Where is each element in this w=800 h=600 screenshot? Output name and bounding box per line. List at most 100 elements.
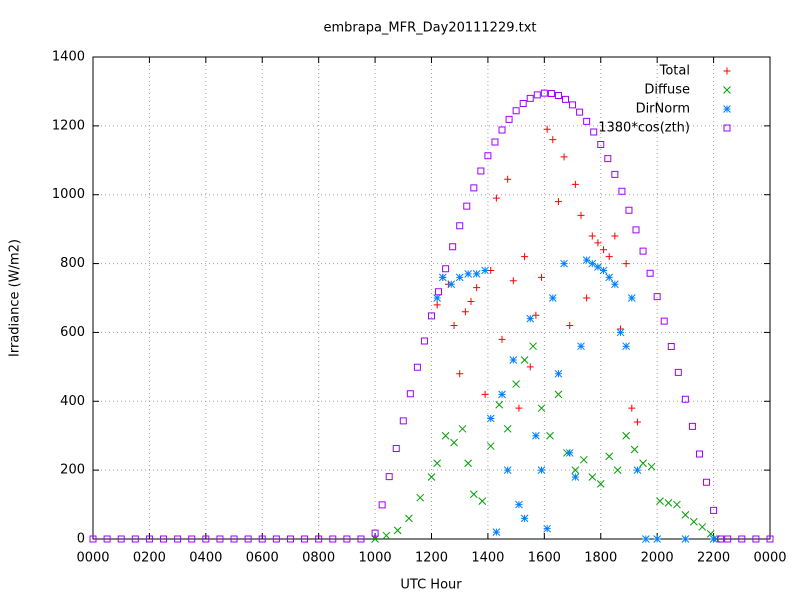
y-tick-label: 1200	[52, 118, 85, 133]
point	[588, 473, 597, 481]
x-tick-label: 2000	[641, 551, 674, 566]
x-axis-label: UTC Hour	[400, 578, 462, 593]
point	[420, 337, 428, 345]
point	[343, 535, 351, 543]
point	[566, 322, 574, 330]
point	[392, 444, 400, 452]
point	[450, 438, 458, 447]
point	[433, 301, 441, 309]
point	[272, 535, 280, 543]
point	[554, 92, 562, 100]
point	[596, 480, 605, 488]
point	[766, 535, 774, 543]
point	[656, 497, 664, 505]
point	[498, 126, 506, 134]
point	[382, 531, 391, 540]
point	[463, 202, 471, 210]
point	[653, 293, 661, 301]
point	[613, 466, 622, 474]
point	[688, 422, 696, 430]
point	[642, 535, 650, 543]
point	[329, 535, 337, 543]
y-axis-label: Irradiance (W/m2)	[8, 239, 23, 357]
point	[547, 89, 555, 97]
point	[554, 369, 563, 378]
legend-marker	[723, 86, 731, 94]
point	[526, 363, 534, 371]
x-tick-label: 1200	[415, 551, 448, 566]
point	[538, 273, 546, 281]
point	[533, 91, 541, 99]
point	[438, 273, 447, 282]
point	[549, 136, 557, 144]
x-tick-label: 1400	[471, 551, 504, 566]
point	[505, 115, 513, 123]
point	[486, 442, 495, 450]
point	[455, 273, 464, 282]
point	[512, 107, 520, 115]
point	[565, 449, 574, 457]
point	[484, 152, 492, 160]
point	[521, 253, 529, 261]
point	[117, 535, 125, 543]
point	[576, 108, 584, 116]
point	[554, 390, 563, 399]
x-tick-label: 0000	[76, 551, 109, 566]
legend-label: DirNorm	[636, 102, 690, 117]
point	[202, 535, 210, 543]
point	[660, 317, 668, 325]
point	[378, 501, 386, 509]
point	[738, 535, 746, 543]
legend-marker	[723, 124, 731, 132]
legend-label: 1380*cos(zth)	[598, 121, 690, 136]
point	[447, 280, 456, 289]
legend-label: Total	[659, 64, 690, 79]
point	[371, 529, 379, 537]
point	[590, 128, 598, 136]
point	[464, 459, 473, 468]
point	[481, 390, 489, 398]
point	[503, 466, 512, 474]
point	[188, 535, 196, 543]
point	[605, 273, 614, 282]
point	[532, 431, 540, 440]
point	[673, 500, 681, 509]
point	[515, 404, 523, 412]
point	[681, 535, 690, 543]
point	[357, 535, 365, 543]
point	[478, 497, 487, 505]
point	[174, 535, 182, 543]
point	[622, 260, 630, 268]
point	[604, 155, 612, 163]
y-tick-label: 1000	[52, 187, 85, 202]
point	[495, 400, 504, 409]
point	[481, 266, 489, 275]
point	[456, 222, 464, 230]
point	[681, 511, 690, 519]
x-tick-label: 0600	[246, 551, 279, 566]
point	[588, 259, 597, 268]
point	[546, 431, 554, 440]
point	[450, 322, 458, 330]
chart-title: embrapa_MFR_Day20111229.txt	[323, 21, 536, 36]
x-tick-label: 0400	[189, 551, 222, 566]
point	[571, 466, 580, 474]
point	[554, 198, 562, 206]
point	[561, 95, 569, 103]
plot-border	[92, 56, 771, 540]
point	[520, 514, 529, 523]
point	[399, 417, 407, 425]
point	[622, 431, 630, 440]
point	[633, 466, 642, 474]
point	[560, 259, 568, 268]
point	[435, 288, 443, 296]
point	[622, 342, 630, 351]
point	[433, 294, 441, 302]
point	[537, 466, 546, 474]
point	[393, 526, 402, 535]
point	[406, 390, 414, 398]
point	[633, 418, 641, 426]
point	[520, 356, 529, 364]
point	[503, 424, 512, 433]
point	[103, 535, 111, 543]
